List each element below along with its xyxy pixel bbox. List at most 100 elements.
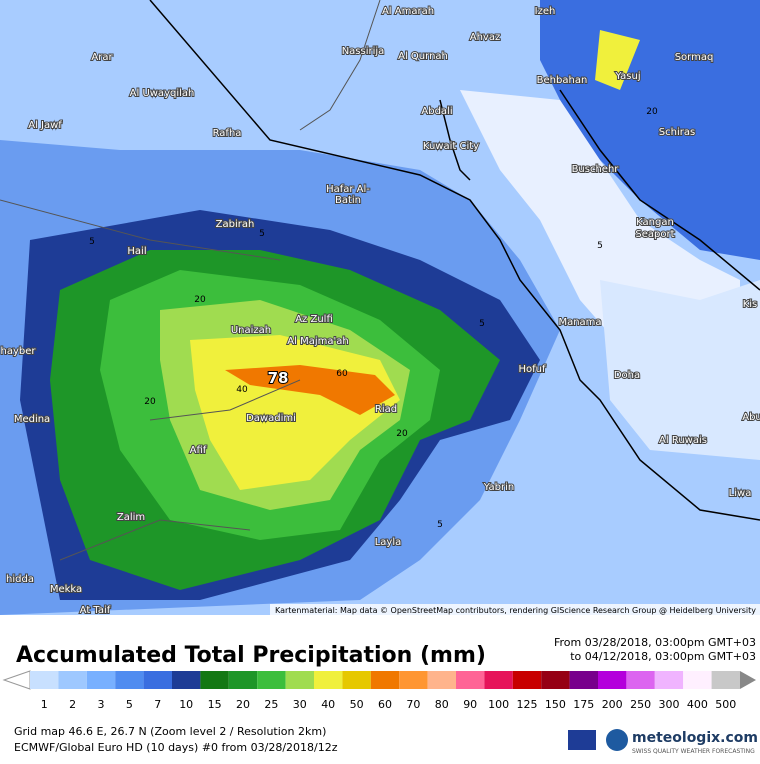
contour-label: 60 bbox=[336, 369, 348, 379]
legend-swatch bbox=[484, 671, 512, 689]
city-label: Al Qurnah bbox=[398, 51, 448, 62]
city-label: Al Majma'ah bbox=[287, 336, 348, 347]
legend-label: 80 bbox=[435, 698, 449, 711]
to-date: to 04/12/2018, 03:00pm GMT+03 bbox=[570, 650, 756, 663]
legend-label: 70 bbox=[406, 698, 420, 711]
city-label: Al Amarah bbox=[382, 6, 434, 17]
legend-label: 90 bbox=[463, 698, 477, 711]
city-label: Riad bbox=[375, 404, 397, 415]
contour-label: 5 bbox=[259, 229, 265, 239]
legend-label: 500 bbox=[715, 698, 736, 711]
legend-label: 400 bbox=[687, 698, 708, 711]
legend-label: 150 bbox=[545, 698, 566, 711]
contour-label: 20 bbox=[396, 429, 408, 439]
city-label: Rafha bbox=[213, 128, 242, 139]
legend-swatch bbox=[144, 671, 172, 689]
from-date: From 03/28/2018, 03:00pm GMT+03 bbox=[554, 636, 756, 649]
legend-label: 30 bbox=[293, 698, 307, 711]
legend-label: 25 bbox=[264, 698, 278, 711]
contour-label: 5 bbox=[437, 520, 443, 530]
city-label: Hail bbox=[127, 246, 146, 257]
legend-swatch bbox=[399, 671, 427, 689]
legend-swatch bbox=[286, 671, 314, 689]
city-label: Manama bbox=[558, 317, 601, 328]
legend-label: 60 bbox=[378, 698, 392, 711]
legend-label: 2 bbox=[69, 698, 76, 711]
legend-low-arrow bbox=[4, 671, 30, 689]
legend-label: 40 bbox=[321, 698, 335, 711]
legend-label: 20 bbox=[236, 698, 250, 711]
legend-swatch bbox=[229, 671, 257, 689]
city-label: Ahvaz bbox=[470, 32, 500, 43]
legend-label: 7 bbox=[154, 698, 161, 711]
model-info: ECMWF/Global Euro HD (10 days) #0 from 0… bbox=[14, 741, 338, 754]
city-label: Kangan bbox=[636, 217, 674, 228]
legend-swatch bbox=[655, 671, 683, 689]
contour-label: 40 bbox=[236, 385, 248, 395]
contour-label: 5 bbox=[89, 237, 95, 247]
logo-icon bbox=[606, 729, 628, 751]
legend-swatch bbox=[626, 671, 654, 689]
city-label: Schiras bbox=[659, 127, 695, 138]
city-label: Doha bbox=[614, 370, 640, 381]
city-label: Al Jawf bbox=[28, 120, 62, 131]
legend-swatch bbox=[58, 671, 86, 689]
contour-label: 5 bbox=[479, 319, 485, 329]
legend-swatch bbox=[314, 671, 342, 689]
legend-swatch bbox=[257, 671, 285, 689]
legend-swatch bbox=[456, 671, 484, 689]
city-label: Izeh bbox=[535, 6, 556, 17]
contour-label: 20 bbox=[144, 397, 156, 407]
map bbox=[0, 0, 760, 615]
city-label: Zabirah bbox=[216, 219, 255, 230]
legend-label: 5 bbox=[126, 698, 133, 711]
legend-swatch bbox=[30, 671, 58, 689]
legend-swatch bbox=[428, 671, 456, 689]
city-label: Unaizah bbox=[231, 325, 271, 336]
contour-label: 5 bbox=[597, 241, 603, 251]
grid-info: Grid map 46.6 E, 26.7 N (Zoom level 2 / … bbox=[14, 725, 326, 738]
city-label: Sormaq bbox=[675, 52, 714, 63]
city-label: Seaport bbox=[635, 229, 674, 240]
city-label: Medina bbox=[14, 414, 50, 425]
city-label: Al Uwayqilah bbox=[130, 88, 195, 99]
contour-label: 20 bbox=[194, 295, 206, 305]
city-label: Mekka bbox=[50, 584, 82, 595]
city-label: Az Zulfi bbox=[295, 314, 333, 325]
legend-swatch bbox=[115, 671, 143, 689]
city-label: Yasuj bbox=[614, 71, 640, 82]
title: Accumulated Total Precipitation (mm) bbox=[16, 643, 486, 668]
city-label: Dawadimi bbox=[246, 413, 296, 424]
legend-swatch bbox=[683, 671, 711, 689]
city-label: Afif bbox=[190, 445, 207, 456]
city-label: Kis bbox=[743, 299, 758, 310]
legend-swatch bbox=[513, 671, 541, 689]
city-label: Behbahan bbox=[537, 75, 588, 86]
contour-label: 78 bbox=[268, 369, 289, 387]
city-label: Zalim bbox=[117, 512, 145, 523]
legend-high-arrow bbox=[740, 671, 756, 689]
city-label: Liwa bbox=[729, 488, 752, 499]
legend-swatch bbox=[371, 671, 399, 689]
city-label: Hofuf bbox=[518, 364, 545, 375]
brand: meteologix.com bbox=[632, 730, 758, 746]
attribution: Kartenmaterial: Map data © OpenStreetMap… bbox=[275, 606, 756, 615]
slogan: SWISS QUALITY WEATHER FORECASTING bbox=[632, 748, 755, 755]
city-label: hayber bbox=[1, 346, 37, 357]
legend-label: 3 bbox=[98, 698, 105, 711]
legend-swatch bbox=[87, 671, 115, 689]
city-label: Yabrin bbox=[483, 482, 514, 493]
legend-label: 175 bbox=[573, 698, 594, 711]
legend-label: 100 bbox=[488, 698, 509, 711]
legend-swatch bbox=[541, 671, 569, 689]
city-label: Arar bbox=[91, 52, 113, 63]
legend-label: 200 bbox=[602, 698, 623, 711]
legend-label: 1 bbox=[41, 698, 48, 711]
legend-swatch bbox=[172, 671, 200, 689]
city-label: Batin bbox=[335, 195, 361, 206]
legend-swatch bbox=[570, 671, 598, 689]
city-label: Buschehr bbox=[572, 164, 620, 175]
city-label: Abu bbox=[742, 412, 760, 423]
